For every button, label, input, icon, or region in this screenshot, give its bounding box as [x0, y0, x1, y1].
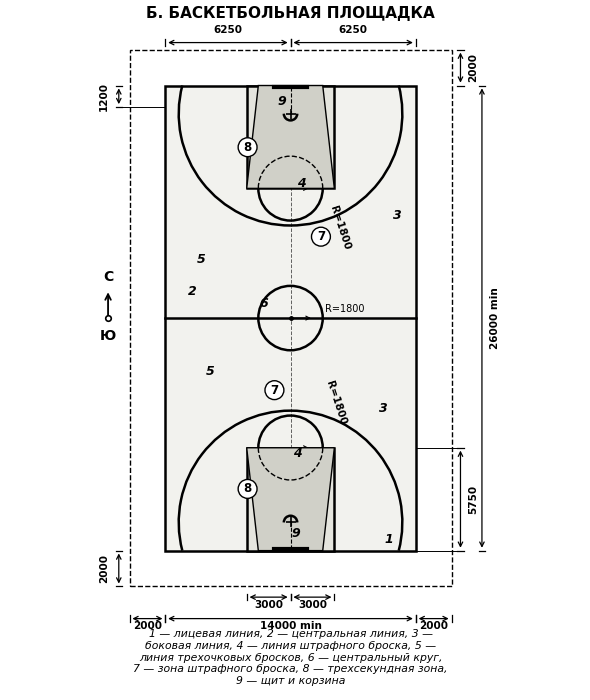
- Text: 6250: 6250: [339, 25, 368, 35]
- Text: 1 — лицевая линия, 2 — центральная линия, 3 —
боковая линия, 4 — линия штрафного: 1 — лицевая линия, 2 — центральная линия…: [133, 629, 448, 686]
- Text: 2000: 2000: [468, 53, 478, 82]
- Text: 2000: 2000: [99, 554, 109, 583]
- Text: 5750: 5750: [468, 484, 478, 514]
- Text: R=1800: R=1800: [326, 304, 365, 314]
- Text: 8: 8: [244, 482, 252, 496]
- Text: 1: 1: [385, 533, 394, 547]
- Text: 6250: 6250: [214, 25, 242, 35]
- Text: 5: 5: [206, 365, 214, 378]
- Text: С: С: [103, 270, 113, 284]
- Polygon shape: [247, 448, 335, 551]
- Text: 14000 min: 14000 min: [260, 621, 322, 631]
- Bar: [165, 85, 416, 551]
- Polygon shape: [247, 85, 335, 188]
- Text: 6: 6: [260, 298, 268, 310]
- Bar: [247, 85, 335, 188]
- Text: R=1800: R=1800: [324, 379, 348, 426]
- Text: 7: 7: [317, 230, 325, 243]
- Text: 3: 3: [394, 209, 402, 222]
- Text: 9: 9: [277, 95, 286, 108]
- Text: 3000: 3000: [254, 600, 283, 610]
- Text: 7: 7: [270, 384, 278, 397]
- Text: Ю: Ю: [100, 329, 116, 343]
- Text: 26000 min: 26000 min: [490, 287, 500, 349]
- Text: 2000: 2000: [419, 621, 448, 631]
- Text: 4: 4: [293, 447, 302, 460]
- Text: 8: 8: [244, 141, 252, 154]
- Text: Б. БАСКЕТБОЛЬНАЯ ПЛОЩАДКА: Б. БАСКЕТБОЛЬНАЯ ПЛОЩАДКА: [146, 6, 435, 21]
- Bar: [247, 448, 335, 551]
- Text: 3000: 3000: [298, 600, 327, 610]
- Text: R=1800: R=1800: [328, 205, 352, 251]
- Bar: [130, 50, 451, 587]
- Text: 2000: 2000: [133, 621, 162, 631]
- Text: 5: 5: [196, 253, 205, 267]
- Text: 2: 2: [188, 285, 196, 298]
- Text: 3: 3: [379, 402, 388, 415]
- Text: 9: 9: [291, 527, 300, 540]
- Text: 375: 375: [312, 131, 329, 155]
- Text: 4: 4: [297, 176, 306, 190]
- Text: 1200: 1200: [99, 82, 109, 111]
